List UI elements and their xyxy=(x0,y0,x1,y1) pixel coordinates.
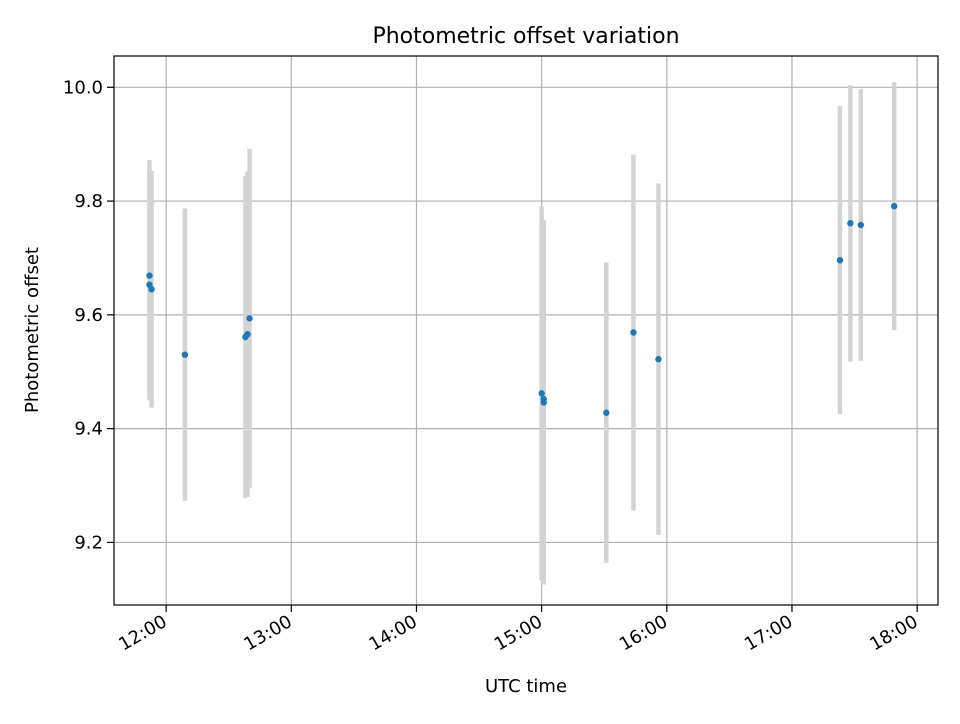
data-point xyxy=(847,220,854,227)
axes-frame xyxy=(113,55,939,606)
data-point xyxy=(181,351,189,358)
y-axis-ticks: 9.2 9.4 9.6 9.8 10.0 xyxy=(63,77,114,553)
data-point xyxy=(540,399,547,406)
y-tick-label: 10.0 xyxy=(63,77,103,98)
x-axis-label: UTC time xyxy=(485,676,567,697)
data-point xyxy=(655,356,662,363)
data-point xyxy=(630,329,637,336)
data-point xyxy=(146,272,153,279)
data-point xyxy=(148,286,155,293)
data-point xyxy=(836,257,844,264)
chart-title: Photometric offset variation xyxy=(372,24,679,49)
data-point xyxy=(857,221,865,229)
data-point xyxy=(538,390,545,397)
y-axis-label: Photometric offset xyxy=(22,247,43,413)
y-tick-label: 9.6 xyxy=(74,305,103,326)
data-point xyxy=(603,409,610,416)
y-tick-label: 9.2 xyxy=(74,532,103,553)
y-tick-label: 9.4 xyxy=(74,419,103,440)
data-points xyxy=(146,202,898,416)
plot-area xyxy=(114,56,938,605)
data-point xyxy=(244,330,251,338)
data-point xyxy=(246,315,253,322)
data-point xyxy=(890,202,898,210)
y-tick-label: 9.8 xyxy=(74,191,103,212)
